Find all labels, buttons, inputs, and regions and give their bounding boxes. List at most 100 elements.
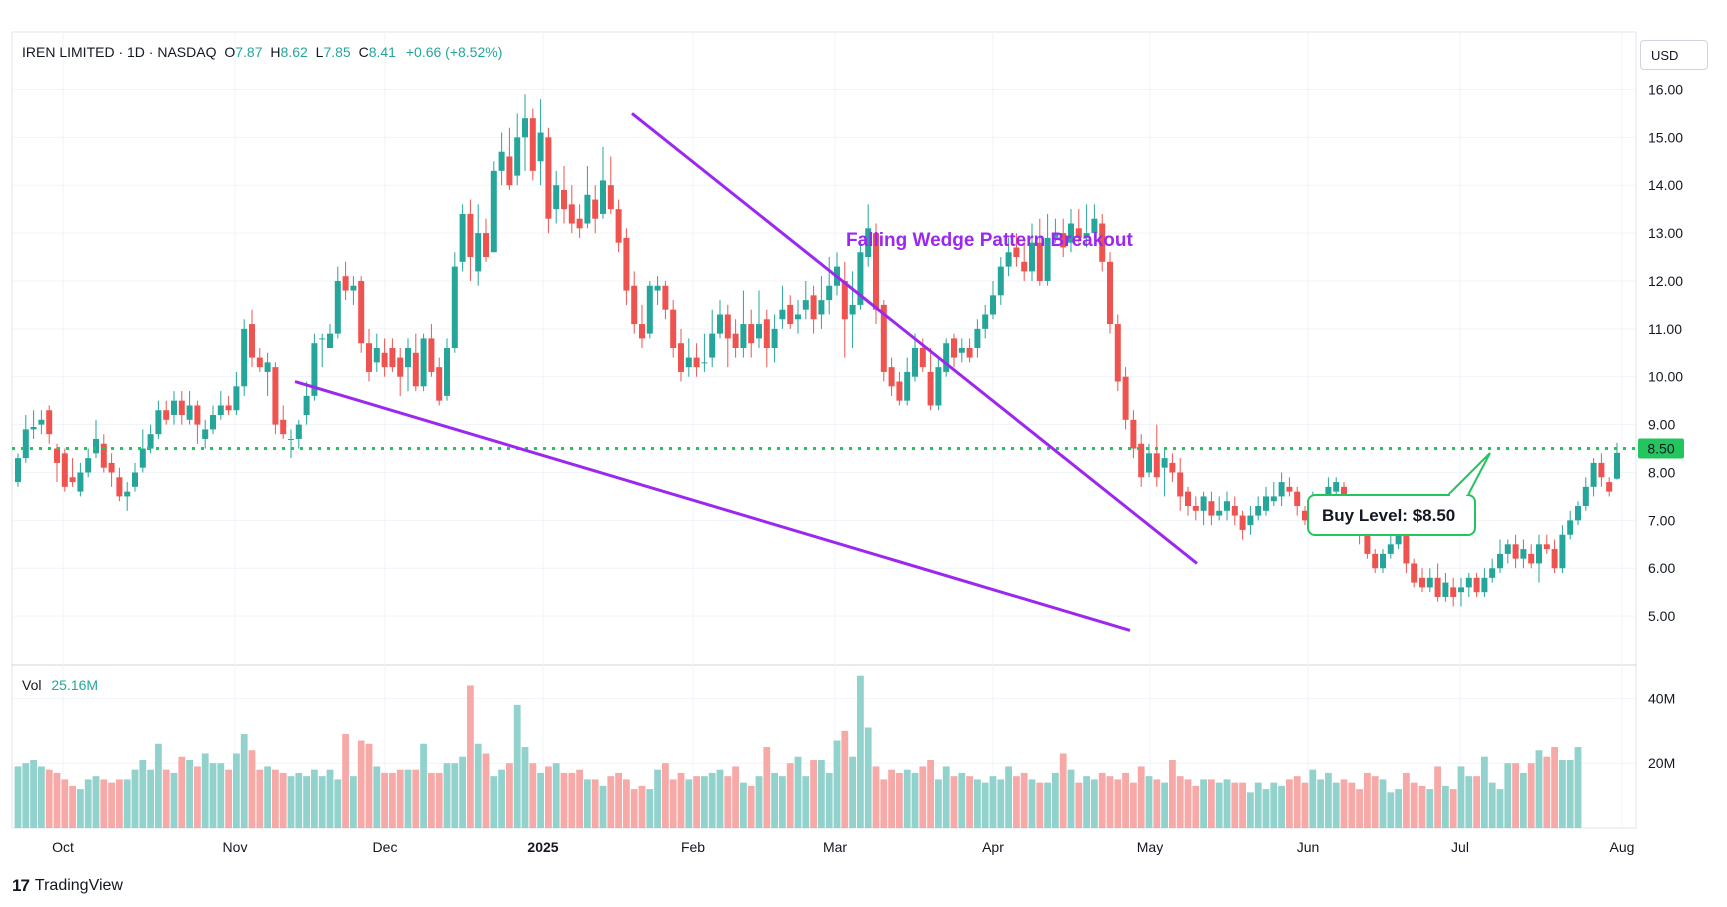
candle-body — [693, 357, 700, 368]
candle-body — [171, 400, 177, 416]
candle-body — [1489, 568, 1496, 578]
candle-body — [818, 300, 825, 315]
candle-body — [615, 209, 622, 243]
candle-body — [779, 309, 786, 320]
x-tick-label: Mar — [823, 839, 847, 855]
volume-bar — [365, 743, 373, 828]
candle-body — [1504, 544, 1511, 554]
volume-bar — [295, 772, 303, 828]
x-tick-label: Dec — [373, 839, 398, 855]
volume-bar — [911, 772, 919, 828]
candle-body — [1465, 577, 1472, 588]
candle-body — [1107, 261, 1113, 325]
candle-body — [1380, 553, 1386, 569]
candle-body — [373, 348, 380, 363]
x-tick-label: May — [1137, 839, 1163, 855]
candle-body — [22, 429, 29, 459]
volume-bar — [701, 776, 708, 828]
candle-body — [912, 348, 918, 377]
candle-body — [178, 400, 185, 416]
volume-bar — [1052, 772, 1059, 828]
volume-bar — [506, 763, 513, 828]
candle-body — [927, 371, 934, 406]
candle-body — [997, 266, 1004, 296]
volume-bar — [1481, 756, 1488, 828]
volume-bar — [482, 753, 490, 828]
candle-body — [1044, 237, 1051, 281]
volume-bar — [1262, 789, 1270, 828]
candle-body — [646, 285, 653, 334]
volume-bar — [935, 779, 942, 828]
volume-bar — [1527, 763, 1535, 828]
volume-bar — [646, 789, 654, 828]
candle-body — [1512, 544, 1519, 559]
candle-body — [389, 348, 396, 368]
candle-body — [584, 194, 591, 224]
candle-body — [974, 328, 981, 348]
candle-body — [545, 137, 552, 219]
volume-bar — [630, 789, 638, 828]
candle-body — [61, 453, 68, 487]
candle-body — [935, 367, 942, 406]
price-tick-label: 11.00 — [1648, 321, 1682, 337]
candle-body — [194, 405, 201, 425]
volume-bar — [357, 740, 365, 828]
volume-bar — [53, 772, 61, 828]
candle-body — [1021, 261, 1028, 272]
volume-bar — [662, 763, 669, 828]
candle-body — [1302, 510, 1308, 521]
candle-body — [139, 448, 146, 468]
volume-bar — [1114, 779, 1122, 828]
candle-body — [1169, 462, 1176, 473]
candle-body — [958, 348, 965, 353]
volume-bar — [1488, 782, 1496, 828]
volume-bar — [1457, 766, 1465, 828]
volume-bar — [1130, 782, 1137, 828]
volume-bar — [420, 743, 427, 828]
candle-body — [810, 295, 817, 320]
low-label: L — [315, 44, 324, 60]
volume-bar — [61, 779, 69, 828]
volume-bar — [412, 769, 420, 828]
candle-body — [522, 118, 528, 138]
price-tick-label: 6.00 — [1648, 560, 1675, 576]
price-tick-label: 10.00 — [1648, 369, 1683, 385]
volume-bar — [77, 789, 84, 828]
volume-bar — [1551, 747, 1558, 828]
plot-frame — [11, 31, 1637, 829]
candle-body — [490, 170, 497, 253]
tradingview-logo[interactable]: 17 TradingView — [12, 876, 123, 896]
volume-bar — [1403, 772, 1410, 828]
volume-bar — [326, 769, 334, 828]
candle-body — [1458, 587, 1464, 593]
volume-bar — [1145, 776, 1153, 828]
volume-bar — [825, 772, 833, 828]
volume-bar — [240, 734, 248, 828]
volume-bar — [162, 769, 170, 828]
volume-bar — [279, 772, 287, 828]
volume-bar — [248, 750, 256, 828]
volume-bar — [186, 759, 193, 828]
candle-body — [1364, 534, 1371, 554]
candle-body — [366, 343, 372, 372]
volume-bar — [1356, 789, 1363, 828]
candle-body — [607, 185, 614, 210]
candle-body — [951, 338, 957, 358]
currency-button[interactable]: USD — [1640, 40, 1708, 70]
price-tick-label: 16.00 — [1648, 81, 1683, 97]
candle-body — [1270, 496, 1277, 502]
volume-bar — [872, 766, 880, 828]
volume-bar — [864, 727, 872, 828]
volume-bar — [404, 769, 412, 828]
buy-level-callout-pointer — [1447, 452, 1491, 496]
candle-body — [756, 324, 762, 339]
volume-bar — [552, 763, 560, 828]
volume-bar — [209, 763, 217, 828]
volume-bar — [1091, 779, 1098, 828]
volume-bar — [1559, 759, 1566, 828]
candle-body — [849, 304, 856, 315]
volume-bar — [1325, 772, 1332, 828]
volume-bar — [225, 769, 232, 828]
volume-bar — [1512, 763, 1519, 828]
